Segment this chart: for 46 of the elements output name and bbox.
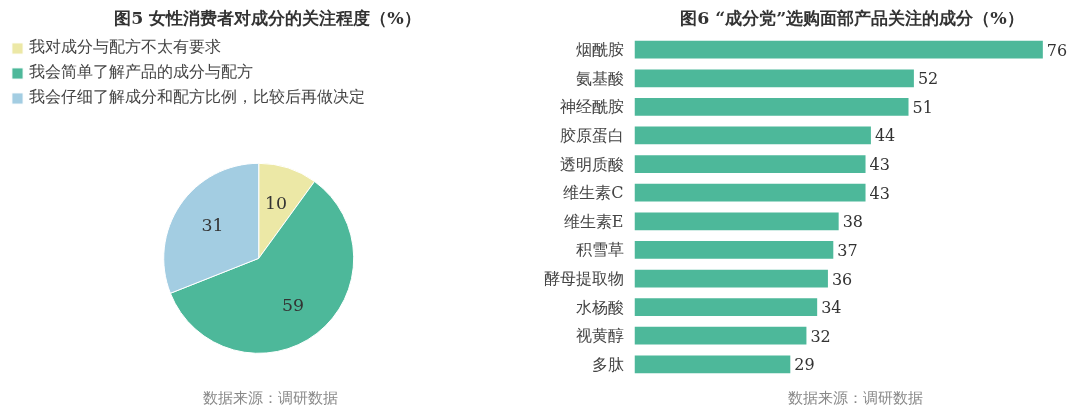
bar <box>634 298 818 316</box>
chart-title: 图5 女性消费者对成分的关注程度（%） <box>114 7 421 28</box>
bar <box>634 355 791 374</box>
data-label: 43 <box>869 155 890 175</box>
y-tick-label: 烟酰胺 <box>575 40 624 60</box>
bar <box>634 212 839 231</box>
y-tick-label: 视黄醇 <box>575 326 624 346</box>
data-label: 43 <box>869 183 890 203</box>
y-tick-label: 胶原蛋白 <box>559 125 624 145</box>
data-label: 59 <box>281 294 305 315</box>
bar <box>634 69 914 88</box>
data-label: 32 <box>810 326 831 346</box>
legend-label: 我会仔细了解成分和配方比例，比较后再做决定 <box>29 87 365 108</box>
data-label: 37 <box>837 240 858 260</box>
bar <box>634 326 807 345</box>
data-label: 36 <box>831 269 853 289</box>
legend-label: 我对成分与配方不太有要求 <box>29 37 221 58</box>
bar <box>634 40 1043 59</box>
bar <box>634 155 866 173</box>
chart-title: 图6 “成分党”选购面部产品关注的成分（%） <box>680 7 1024 28</box>
bar <box>634 126 871 145</box>
data-label: 44 <box>874 126 896 146</box>
source-note: 数据来源：调研数据 <box>203 388 338 406</box>
y-tick-label: 神经酰胺 <box>559 97 624 117</box>
data-label: 76 <box>1046 40 1068 60</box>
bar <box>634 241 834 259</box>
bar <box>634 98 909 116</box>
source-note: 数据来源：调研数据 <box>787 388 923 406</box>
legend-label: 我会简单了解产品的成分与配方 <box>29 62 253 83</box>
y-tick-label: 维生素C <box>563 183 624 203</box>
data-label: 34 <box>821 298 842 318</box>
y-tick-label: 水杨酸 <box>575 297 624 317</box>
data-label: 31 <box>201 215 224 236</box>
data-label: 51 <box>912 97 933 117</box>
data-label: 10 <box>264 192 288 213</box>
data-label: 38 <box>842 212 864 232</box>
y-tick-label: 积雪草 <box>575 240 624 260</box>
y-tick-label: 酵母提取物 <box>543 269 624 289</box>
data-label: 52 <box>917 69 939 89</box>
y-tick-label: 氨基酸 <box>575 68 624 88</box>
y-tick-label: 透明质酸 <box>559 154 624 174</box>
y-tick-label: 维生素E <box>563 211 624 231</box>
bar <box>634 183 866 202</box>
y-tick-label: 多肽 <box>591 354 624 374</box>
data-label: 29 <box>794 355 815 375</box>
bar <box>634 269 828 288</box>
